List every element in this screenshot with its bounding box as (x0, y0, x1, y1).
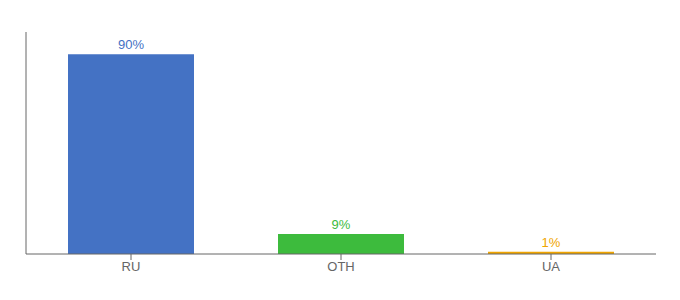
svg-text:OTH: OTH (327, 259, 354, 274)
svg-text:UA: UA (542, 259, 560, 274)
svg-text:RU: RU (122, 259, 141, 274)
svg-text:90%: 90% (118, 37, 144, 52)
svg-text:9%: 9% (332, 217, 351, 232)
svg-text:1%: 1% (542, 235, 561, 250)
